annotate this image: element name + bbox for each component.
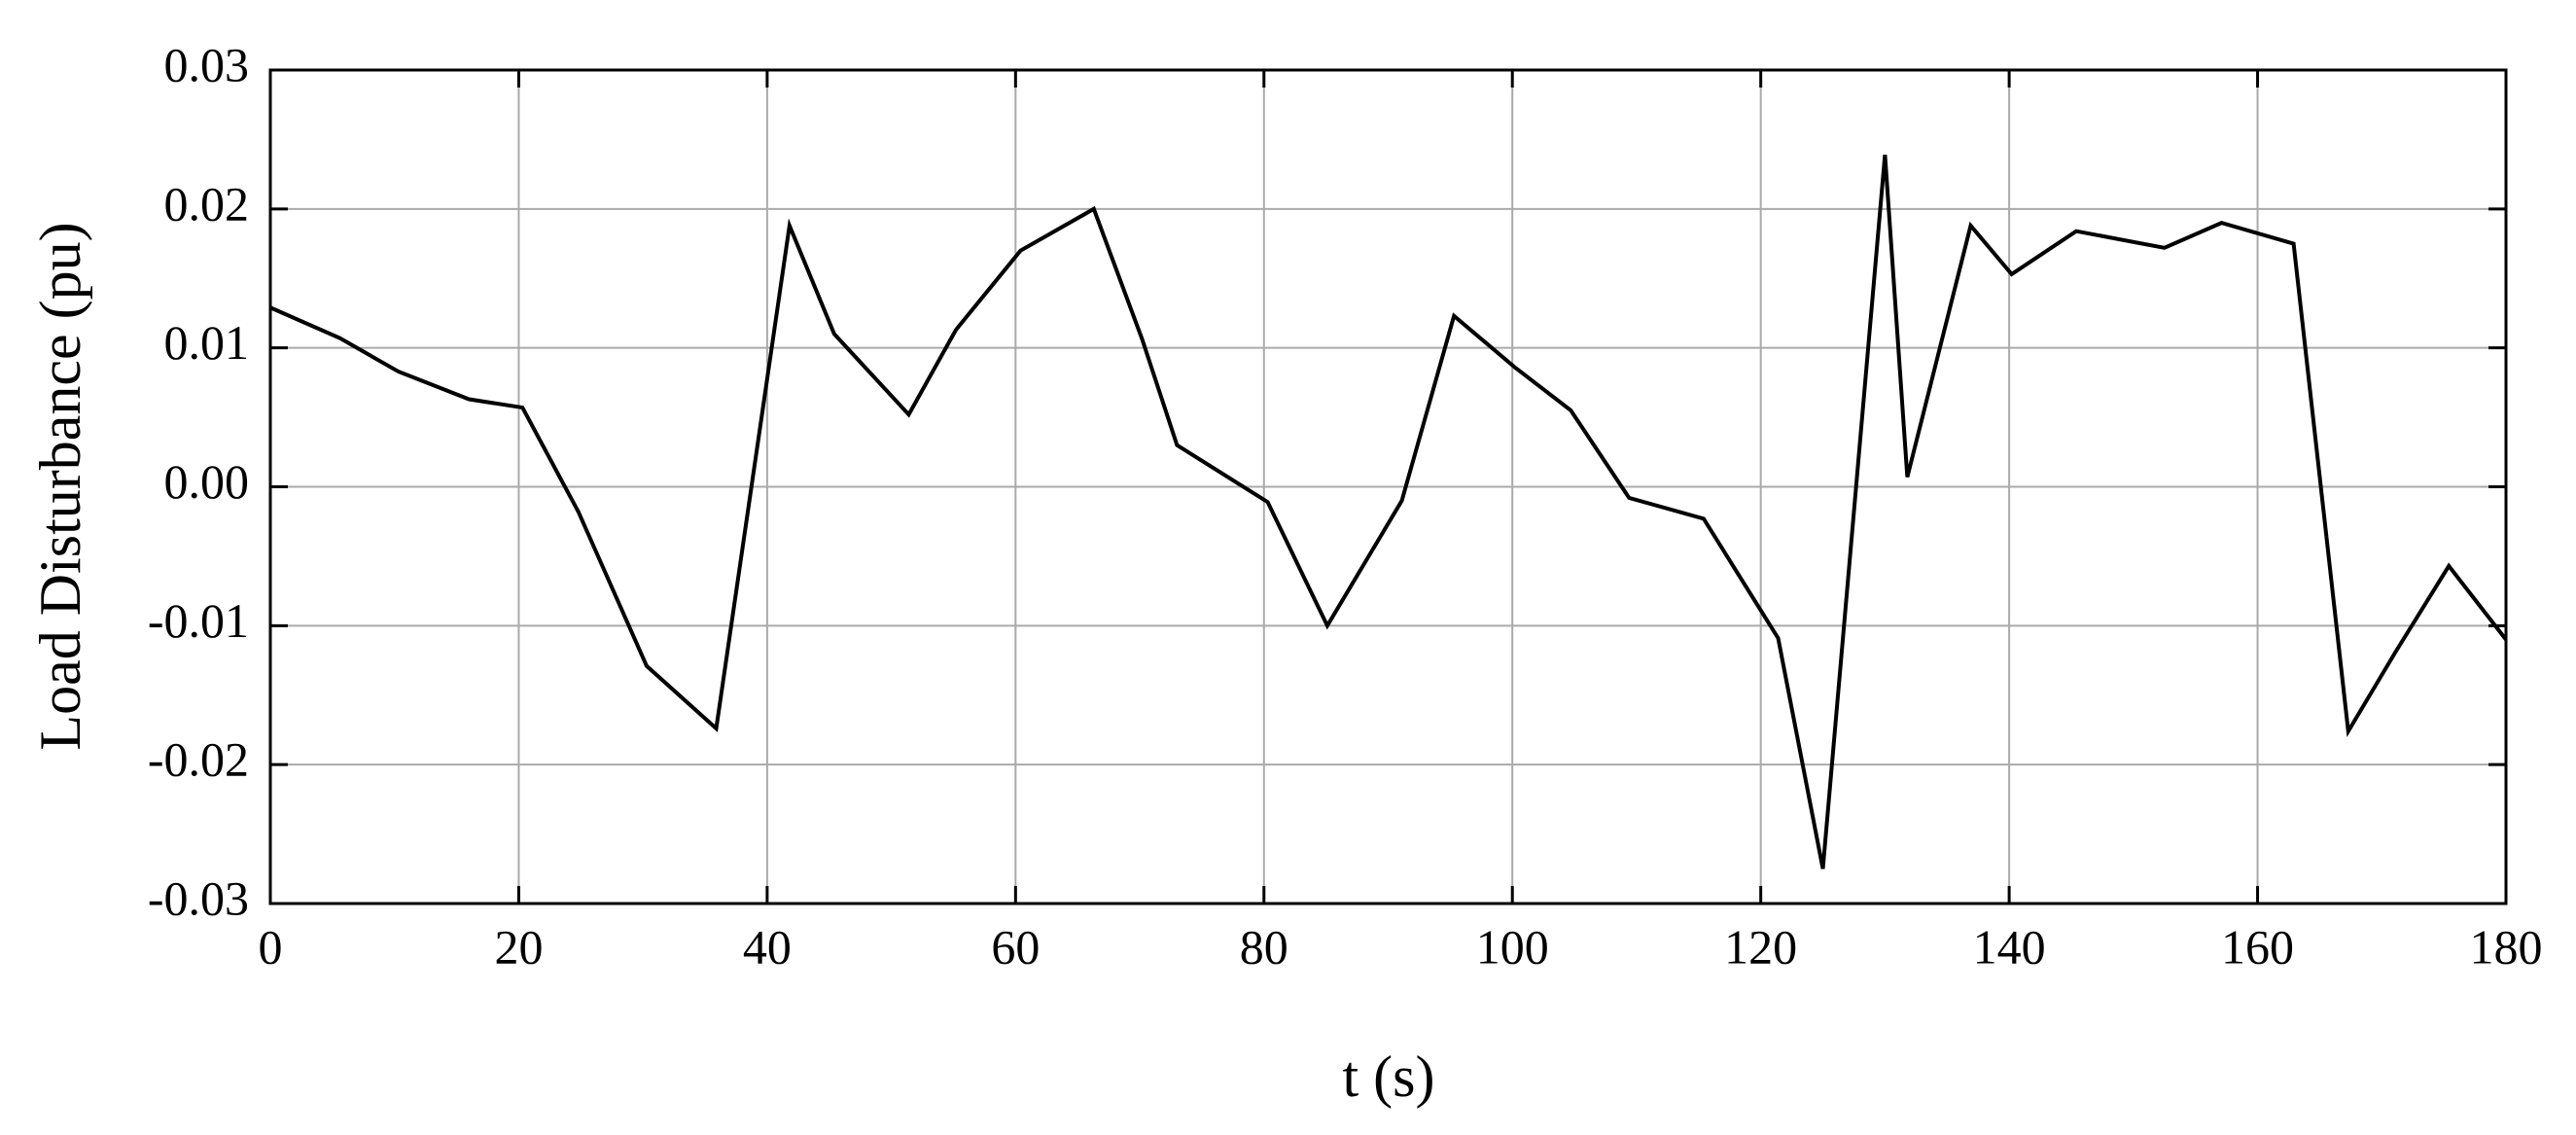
y-tick-label: -0.03: [148, 870, 249, 925]
x-tick-label: 0: [259, 919, 283, 974]
y-tick-label: -0.02: [148, 732, 249, 787]
x-axis-label: t (s): [1343, 1045, 1435, 1109]
y-axis-label: Load Disturbance (pu): [28, 222, 92, 750]
data-line: [269, 154, 2508, 869]
x-tick-label: 100: [1476, 919, 1549, 974]
x-tick-label: 160: [2221, 919, 2294, 974]
x-tick-label: 120: [1724, 919, 1797, 974]
x-tick-label: 60: [991, 919, 1040, 974]
x-tick-label: 140: [1973, 919, 2046, 974]
x-tick-label: 180: [2470, 919, 2543, 974]
x-tick-label: 40: [743, 919, 792, 974]
y-tick-label: 0.03: [164, 37, 250, 91]
y-tick-label: 0.00: [164, 454, 250, 509]
y-tick-label: -0.01: [148, 593, 249, 648]
y-tick-label: 0.02: [164, 176, 250, 231]
x-tick-label: 20: [494, 919, 543, 974]
x-tick-label: 80: [1240, 919, 1288, 974]
y-tick-label: 0.01: [164, 315, 250, 370]
plot-frame: [268, 68, 2508, 905]
